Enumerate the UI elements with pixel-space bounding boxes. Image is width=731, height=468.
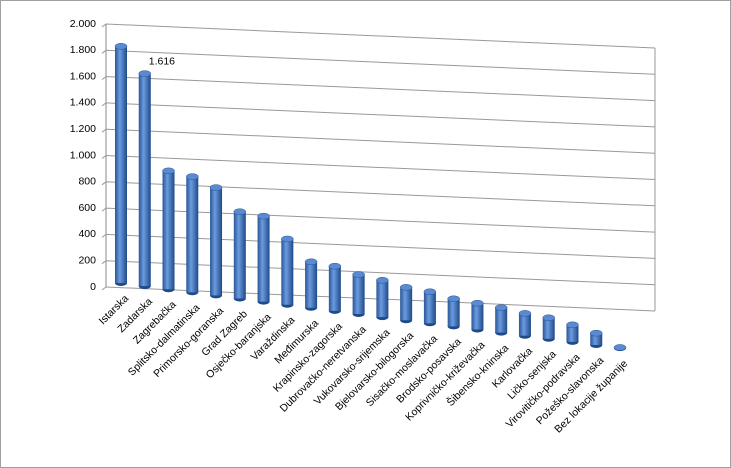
cylinder-top	[281, 235, 294, 243]
cylinder-top	[447, 295, 460, 303]
cylinder-top	[162, 167, 175, 175]
cylinder	[328, 262, 342, 314]
y-tick-label: 800	[78, 176, 96, 188]
cylinder	[471, 299, 484, 333]
y-tick-label: 400	[78, 228, 96, 240]
cylinder-top	[613, 344, 627, 351]
bar	[423, 291, 436, 324]
cylinder	[542, 314, 555, 342]
cylinder	[209, 184, 223, 299]
bar	[400, 287, 413, 321]
bar	[447, 298, 460, 327]
cylinder-top	[352, 271, 365, 278]
bar	[210, 187, 223, 296]
y-tick-label: 200	[78, 254, 96, 266]
bar	[590, 333, 603, 345]
bar	[518, 313, 531, 336]
bar	[257, 216, 270, 302]
cylinder-top	[471, 299, 484, 307]
cylinder	[566, 321, 579, 345]
cylinder	[186, 173, 199, 296]
cylinder	[138, 70, 152, 290]
y-tick-label: 0	[90, 281, 96, 293]
grid-line	[101, 154, 656, 180]
cylinder	[233, 208, 247, 302]
cylinder-top	[138, 70, 152, 77]
grid-line	[101, 207, 656, 233]
cylinder	[162, 167, 175, 293]
y-tick-label: 600	[78, 202, 96, 214]
cylinder-top	[494, 304, 508, 311]
grid-line	[101, 49, 656, 75]
cylinder-top	[186, 173, 199, 180]
cylinder-top	[304, 258, 318, 266]
bar	[138, 73, 151, 287]
cylinder-top	[328, 262, 342, 270]
cylinder	[589, 329, 603, 348]
y-tick-label: 1.200	[70, 123, 96, 135]
grid-line	[101, 102, 656, 128]
bar	[305, 261, 318, 308]
cylinder-top	[376, 277, 389, 284]
cylinder	[257, 212, 270, 305]
bar	[471, 303, 484, 330]
cylinder-top	[233, 208, 247, 215]
grid-line	[101, 76, 656, 102]
cylinder	[399, 284, 413, 324]
cylinder-top	[423, 288, 437, 295]
cylinder-top	[399, 284, 413, 291]
cylinder	[352, 271, 365, 317]
cylinder	[447, 295, 460, 330]
y-tick-label: 1.400	[70, 97, 96, 109]
bar	[281, 238, 294, 305]
cylinder-top	[589, 329, 603, 337]
cylinder	[423, 288, 437, 327]
value-label: 1.616	[149, 55, 175, 67]
cylinder	[518, 310, 532, 339]
bar	[328, 266, 341, 311]
cylinder-top	[518, 310, 532, 317]
cylinder-top	[114, 43, 128, 50]
bar	[566, 324, 579, 342]
grid-line	[101, 181, 656, 207]
cylinder	[376, 277, 389, 321]
grid-line	[101, 233, 656, 259]
bar	[233, 211, 246, 299]
bar	[352, 274, 365, 314]
grid-line	[101, 128, 656, 154]
bar	[115, 46, 127, 283]
bar	[186, 176, 199, 293]
cylinder	[281, 235, 294, 308]
cylinder	[613, 344, 627, 352]
cylinder	[304, 258, 318, 311]
y-tick-label: 2.000	[70, 18, 96, 30]
cylinder-top	[209, 184, 223, 191]
y-tick-label: 1.000	[70, 149, 96, 161]
y-tick-label: 1.800	[70, 44, 96, 56]
cylinder-top	[566, 321, 579, 329]
cylinder-top	[257, 212, 270, 220]
bar	[495, 307, 508, 333]
bar	[542, 317, 555, 339]
cylinder	[494, 304, 508, 336]
y-tick-label: 1.600	[70, 70, 96, 82]
grid-line	[101, 260, 656, 286]
grid-line	[101, 23, 656, 49]
bar	[162, 170, 175, 290]
cylinder-top	[542, 314, 555, 322]
cylinder	[114, 43, 128, 286]
bar	[376, 280, 389, 318]
